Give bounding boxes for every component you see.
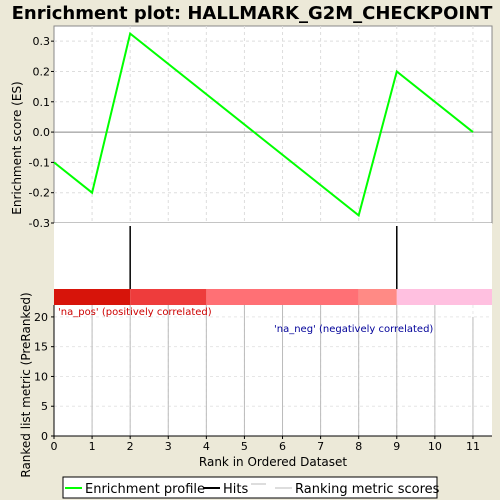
ranking-x-tick-label: 3 (165, 440, 172, 453)
pos-annotation: 'na_pos' (positively correlated) (58, 307, 212, 318)
ranking-y-tick-label: 0 (41, 430, 48, 443)
ranking-x-tick-label: 11 (466, 440, 480, 453)
ranking-y-tick-label: 20 (34, 311, 48, 324)
ranking-y-ticks: 0 5 10 15 20 (34, 311, 54, 443)
neg-annotation: 'na_neg' (negatively correlated) (274, 324, 433, 335)
es-y-tick-label: -0.3 (29, 217, 50, 230)
heatmap-segment (358, 289, 397, 305)
es-y-tick-label: -0.1 (29, 156, 50, 169)
hits-panel (54, 223, 492, 289)
es-grid (54, 26, 492, 223)
ranking-y-tick-label: 15 (34, 341, 48, 354)
ranking-x-tick-label: 4 (203, 440, 210, 453)
es-y-axis-label: Enrichment score (ES) (10, 81, 24, 214)
ranking-x-tick-label: 9 (393, 440, 400, 453)
heatmap-segment (396, 289, 492, 305)
heatmap-segment (130, 289, 207, 305)
heatmap-segment (54, 289, 131, 305)
ranking-x-tick-label: 5 (241, 440, 248, 453)
ranking-x-axis-label: Rank in Ordered Dataset (199, 455, 347, 469)
es-y-tick-label: 0.2 (33, 65, 51, 78)
ranking-x-tick-label: 6 (279, 440, 286, 453)
enrichment-profile-line (53, 31, 474, 218)
ranking-x-tick-label: 0 (51, 440, 58, 453)
ranking-panel (54, 305, 492, 436)
es-panel (53, 25, 493, 224)
ranking-y-tick-label: 5 (41, 400, 48, 413)
es-y-tick-label: 0.3 (33, 35, 51, 48)
ranking-x-tick-label: 10 (428, 440, 442, 453)
legend-label-ranking: Ranking metric scores (295, 482, 440, 497)
hit-lines (129, 226, 398, 289)
es-y-tick-label: -0.2 (29, 187, 50, 200)
ranking-bars (91, 305, 474, 436)
legend-box (62, 476, 438, 499)
ranking-x-tick-label: 2 (127, 440, 134, 453)
ranking-x-tick-label: 1 (89, 440, 96, 453)
ranking-y-tick-label: 10 (34, 370, 48, 383)
es-y-tick-label: 0.1 (33, 96, 51, 109)
ranking-heatmap (54, 289, 492, 305)
es-y-tick-label: 0.0 (33, 126, 51, 139)
legend-item-hits: Hits (203, 482, 248, 497)
legend-item-enrichment: Enrichment profile (65, 482, 205, 497)
chart-title: Enrichment plot: HALLMARK_G2M_CHECKPOINT (12, 3, 494, 24)
legend-label-enrichment: Enrichment profile (85, 482, 205, 497)
ranking-x-tick-label: 8 (355, 440, 362, 453)
heatmap-segment (206, 289, 359, 305)
ranking-x-ticks: 0 1 2 3 4 5 6 7 8 9 10 11 (51, 436, 480, 453)
ranking-x-tick-label: 7 (317, 440, 324, 453)
legend-label-hits: Hits (223, 482, 248, 497)
legend-item-ranking: Ranking metric scores (251, 482, 440, 497)
es-y-ticks: -0.3 -0.2 -0.1 0.0 0.1 0.2 0.3 (29, 35, 54, 230)
ranking-y-axis-label: Ranked list metric (PreRanked) (19, 292, 33, 477)
